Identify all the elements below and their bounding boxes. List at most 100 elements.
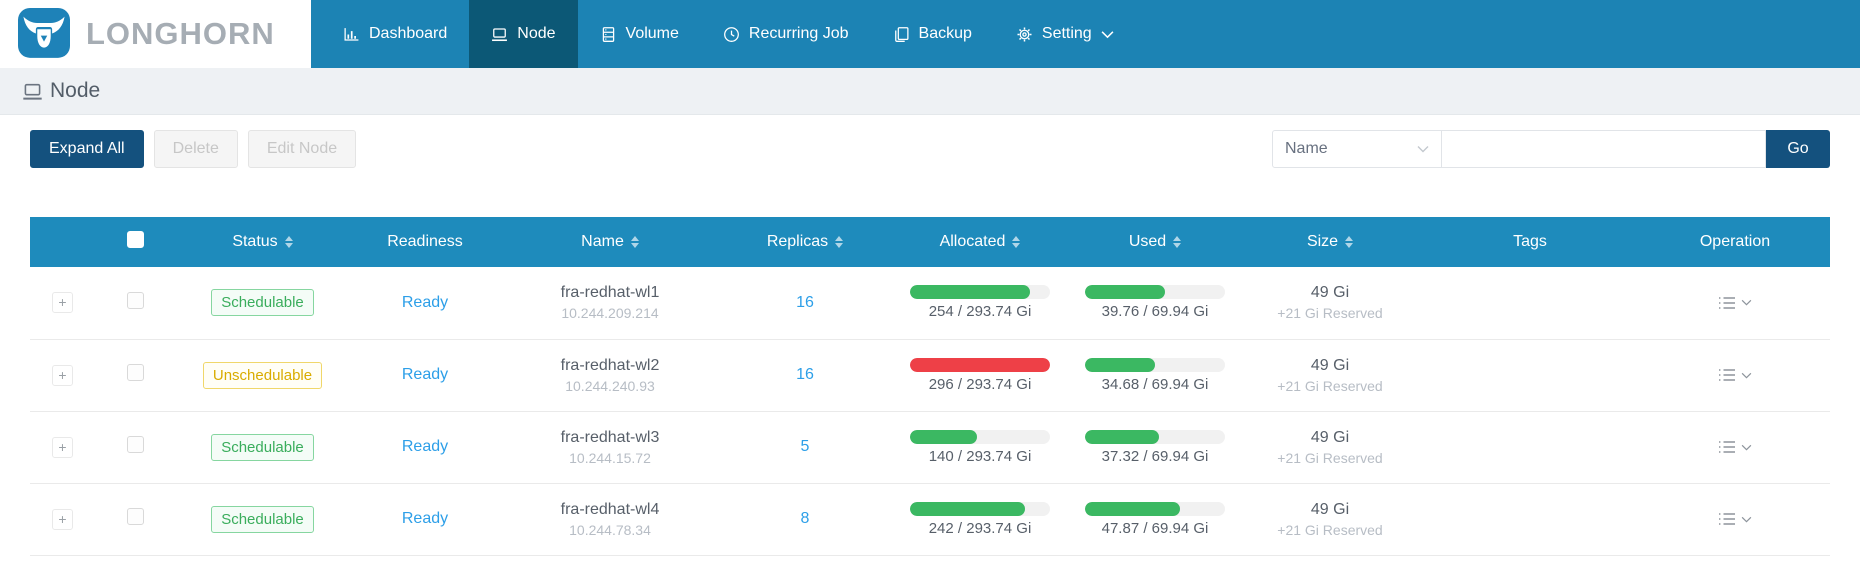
status-badge: Schedulable bbox=[211, 289, 314, 317]
size-reserved: +21 Gi Reserved bbox=[1277, 449, 1383, 466]
sort-icon bbox=[284, 236, 293, 248]
nav-item-setting[interactable]: Setting bbox=[994, 0, 1136, 68]
allocated-label: 140 / 293.74 Gi bbox=[928, 447, 1032, 465]
toolbar: Expand All Delete Edit Node Name Go bbox=[30, 130, 1830, 168]
main-nav: Dashboard Node Volume Recurri bbox=[321, 0, 1136, 68]
column-header-size[interactable]: Size bbox=[1307, 233, 1354, 251]
operation-menu-button[interactable] bbox=[1708, 290, 1762, 316]
row-checkbox[interactable] bbox=[126, 508, 144, 525]
status-badge: Unschedulable bbox=[202, 361, 323, 389]
nav-label: Backup bbox=[918, 25, 972, 42]
filter-field-value: Name bbox=[1285, 140, 1328, 157]
search-input[interactable] bbox=[1442, 130, 1766, 168]
column-header-allocated[interactable]: Allocated bbox=[940, 233, 1021, 251]
replicas-link[interactable]: 16 bbox=[796, 366, 814, 383]
nav-item-dashboard[interactable]: Dashboard bbox=[321, 0, 469, 68]
nav-label: Volume bbox=[625, 25, 679, 42]
used-label: 39.76 / 69.94 Gi bbox=[1101, 303, 1209, 321]
status-badge: Schedulable bbox=[211, 433, 314, 461]
operation-menu-button[interactable] bbox=[1708, 434, 1762, 460]
readiness-text: Ready bbox=[401, 510, 449, 527]
menu-list-icon bbox=[1719, 441, 1735, 453]
allocated-progress bbox=[910, 501, 1050, 516]
edit-node-button: Edit Node bbox=[247, 130, 357, 168]
chevron-down-icon bbox=[1417, 146, 1429, 153]
node-ip: 10.244.78.34 bbox=[569, 521, 651, 538]
sort-icon bbox=[630, 236, 639, 248]
replicas-link[interactable]: 5 bbox=[800, 438, 810, 455]
menu-list-icon bbox=[1719, 513, 1735, 525]
setting-icon bbox=[1017, 26, 1032, 42]
delete-button: Delete bbox=[153, 130, 238, 168]
allocated-label: 242 / 293.74 Gi bbox=[928, 519, 1032, 537]
status-badge: Schedulable bbox=[211, 505, 314, 533]
chevron-down-icon bbox=[1741, 372, 1752, 379]
nav-item-recurring-job[interactable]: Recurring Job bbox=[701, 0, 871, 68]
chevron-down-icon bbox=[1741, 300, 1752, 306]
replicas-link[interactable]: 16 bbox=[796, 293, 814, 311]
node-ip: 10.244.15.72 bbox=[569, 449, 651, 466]
table-row: + Schedulable Ready fra-redhat-wl3 10.24… bbox=[30, 411, 1830, 484]
readiness-text: Ready bbox=[401, 293, 449, 311]
search-group: Name Go bbox=[1272, 130, 1830, 168]
size-reserved: +21 Gi Reserved bbox=[1277, 377, 1383, 394]
operation-menu-button[interactable] bbox=[1708, 506, 1762, 532]
node-name: fra-redhat-wl1 bbox=[560, 284, 660, 302]
size-value: 49 Gi bbox=[1310, 284, 1350, 302]
nav-label: Setting bbox=[1041, 25, 1092, 42]
nav-item-backup[interactable]: Backup bbox=[871, 0, 994, 68]
column-header-name[interactable]: Name bbox=[581, 233, 639, 251]
expand-row-button[interactable]: + bbox=[52, 436, 73, 458]
row-checkbox[interactable] bbox=[126, 291, 144, 309]
menu-list-icon bbox=[1719, 297, 1735, 309]
nav-item-volume[interactable]: Volume bbox=[578, 0, 701, 68]
column-header-status[interactable]: Status bbox=[232, 233, 293, 251]
chevron-down-icon bbox=[1101, 30, 1114, 38]
menu-list-icon bbox=[1719, 369, 1735, 381]
node-icon bbox=[492, 27, 508, 41]
nav-item-node[interactable]: Node bbox=[469, 0, 578, 68]
table-header: Status Readiness Name Replicas Allocated… bbox=[30, 217, 1830, 267]
column-header-tags: Tags bbox=[1513, 233, 1547, 250]
longhorn-bull-icon bbox=[18, 8, 70, 58]
used-label: 47.87 / 69.94 Gi bbox=[1101, 519, 1209, 537]
node-name: fra-redhat-wl2 bbox=[560, 356, 660, 374]
sort-icon bbox=[1345, 236, 1354, 248]
volume-icon bbox=[602, 26, 614, 42]
header-expand-column bbox=[30, 217, 95, 267]
column-header-used[interactable]: Used bbox=[1129, 233, 1182, 251]
chevron-down-icon bbox=[1741, 516, 1752, 523]
longhorn-logo[interactable]: LONGHORN bbox=[0, 0, 311, 68]
expand-row-button[interactable]: + bbox=[52, 508, 73, 530]
allocated-label: 296 / 293.74 Gi bbox=[928, 375, 1032, 393]
operation-menu-button[interactable] bbox=[1708, 362, 1762, 388]
sort-icon bbox=[835, 236, 844, 248]
recurring-job-icon bbox=[723, 26, 739, 42]
nav-label: Node bbox=[517, 25, 556, 42]
node-name: fra-redhat-wl4 bbox=[560, 500, 660, 518]
page-content: Expand All Delete Edit Node Name Go bbox=[0, 130, 1860, 556]
dashboard-icon bbox=[344, 27, 359, 41]
table-row: + Schedulable Ready fra-redhat-wl1 10.24… bbox=[30, 267, 1830, 340]
allocated-progress bbox=[910, 429, 1050, 444]
row-checkbox[interactable] bbox=[126, 436, 144, 453]
expand-row-button[interactable]: + bbox=[52, 292, 73, 314]
column-header-operation: Operation bbox=[1699, 233, 1771, 250]
expand-all-button[interactable]: Expand All bbox=[30, 130, 144, 168]
allocated-progress bbox=[910, 285, 1050, 300]
filter-field-select[interactable]: Name bbox=[1272, 130, 1442, 168]
replicas-link[interactable]: 8 bbox=[800, 510, 810, 527]
node-table: Status Readiness Name Replicas Allocated… bbox=[30, 217, 1830, 556]
used-progress bbox=[1085, 429, 1225, 444]
node-ip: 10.244.209.214 bbox=[561, 305, 659, 322]
nav-label: Recurring Job bbox=[748, 25, 849, 42]
top-navbar: LONGHORN Dashboard Node Volu bbox=[0, 0, 1860, 68]
readiness-text: Ready bbox=[401, 366, 449, 383]
go-button[interactable]: Go bbox=[1766, 130, 1830, 168]
column-header-replicas[interactable]: Replicas bbox=[767, 233, 844, 251]
size-reserved: +21 Gi Reserved bbox=[1277, 521, 1383, 538]
row-checkbox[interactable] bbox=[126, 364, 144, 381]
table-row: + Unschedulable Ready fra-redhat-wl2 10.… bbox=[30, 339, 1830, 412]
select-all-checkbox[interactable] bbox=[126, 231, 144, 248]
expand-row-button[interactable]: + bbox=[52, 364, 73, 386]
